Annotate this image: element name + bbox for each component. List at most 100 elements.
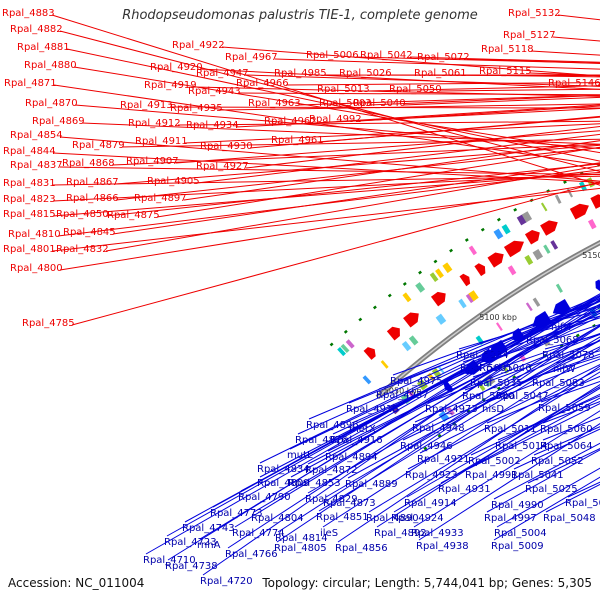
blue-gene-label: Rpal_4809 bbox=[257, 478, 310, 489]
red-leader-line bbox=[112, 162, 600, 235]
blue-leader-line bbox=[212, 294, 600, 508]
red-gene-label: Rpal_4815 bbox=[3, 209, 56, 220]
red-gene-label: Rpal_4810 bbox=[8, 229, 61, 240]
blue-leader-line bbox=[348, 300, 600, 404]
red-gene-label: Rpal_5127 bbox=[503, 30, 556, 41]
blue-gene-label: Rpal_5083 bbox=[532, 378, 585, 389]
red-gene-label: Rpal_4919 bbox=[144, 80, 197, 91]
blue-gene-label: Rpal_4890 bbox=[366, 513, 419, 524]
blue-gene-label: Rpal_5047 bbox=[496, 391, 549, 402]
blue-gene-label: Rpal_4829 bbox=[305, 494, 358, 505]
red-gene-label: Rpal_5050 bbox=[389, 84, 442, 95]
feature-block-1 bbox=[435, 313, 447, 325]
blue-leader-line bbox=[440, 397, 600, 484]
blue-gene-label: Rpal_5052 bbox=[531, 456, 584, 467]
red-gene-label: Rpal_4927 bbox=[196, 161, 249, 172]
blue-leader-line bbox=[307, 312, 600, 465]
blue-gene-label: Rpal_4834 bbox=[257, 464, 310, 475]
red-gene-label: Rpal_5040 bbox=[353, 98, 406, 109]
blue-leader-line bbox=[486, 375, 600, 424]
red-leader-line bbox=[221, 46, 600, 77]
blue-gene-label: Rpal_5011 bbox=[484, 424, 537, 435]
blue-leader-line bbox=[337, 365, 600, 543]
forward-gene-4 bbox=[459, 273, 471, 287]
red-gene-label: Rpal_4844 bbox=[3, 146, 56, 157]
red-gene-label: Rpal_5061 bbox=[414, 68, 467, 79]
feature-block-1 bbox=[550, 240, 559, 250]
feature-block-2 bbox=[555, 283, 563, 293]
feature-block-1 bbox=[458, 298, 467, 309]
blue-leader-line bbox=[308, 295, 600, 420]
red-gene-label: Rpal_4871 bbox=[4, 78, 57, 89]
blue-gene-label: Rpal_4924 bbox=[391, 513, 444, 524]
blue-gene-label: Rpal_4851 bbox=[316, 512, 369, 523]
blue-gene-label: Rpal_4872 bbox=[305, 465, 358, 476]
red-leader-line bbox=[466, 58, 600, 64]
red-leader-line bbox=[219, 103, 600, 111]
blue-leader-line bbox=[325, 336, 600, 498]
red-leader-line bbox=[156, 146, 600, 218]
blue-gene-label: Rpal_4938 bbox=[416, 541, 469, 552]
red-gene-label: Rpal_4943 bbox=[188, 86, 241, 97]
feature-block-1 bbox=[543, 244, 551, 254]
feature-block-0 bbox=[442, 262, 453, 274]
red-gene-label: Rpal_5013 bbox=[317, 84, 370, 95]
red-gene-label: Rpal_4837 bbox=[10, 160, 63, 171]
red-leader-line bbox=[463, 74, 600, 78]
red-leader-line bbox=[115, 146, 600, 201]
blue-leader-line bbox=[413, 410, 600, 528]
kbp-tick-label: 5150 kbp bbox=[582, 251, 600, 260]
red-gene-label: Rpal_5132 bbox=[508, 8, 561, 19]
feature-block-3 bbox=[596, 303, 600, 313]
blue-gene-label: nifW bbox=[553, 364, 576, 375]
red-leader-line bbox=[71, 181, 600, 326]
feature-block-0 bbox=[501, 224, 511, 235]
blue-gene-label: Rpal_4916 bbox=[330, 435, 383, 446]
blue-leader-line bbox=[406, 386, 600, 498]
red-gene-label: Rpal_5146 bbox=[548, 78, 600, 89]
red-leader-line bbox=[59, 166, 600, 176]
blue-gene-label: Rpal_4914 bbox=[404, 498, 457, 509]
kbp-tick-label: 5100 kbp bbox=[479, 313, 517, 322]
red-gene-label: Rpal_4879 bbox=[72, 140, 125, 151]
red-gene-label: Rpal_4934 bbox=[186, 120, 239, 131]
feature-block-1 bbox=[380, 360, 389, 369]
red-gene-label: Rpal_4880 bbox=[24, 60, 77, 71]
blue-leader-line bbox=[393, 387, 600, 513]
blue-leader-line bbox=[145, 321, 553, 555]
red-gene-label: Rpal_4785 bbox=[22, 318, 75, 329]
blue-gene-label: Rpal_4738 bbox=[165, 561, 218, 572]
blue-gene-label: Rpal_4720 bbox=[200, 576, 253, 587]
blue-gene-label: Rpal_5046 bbox=[479, 363, 532, 374]
red-leader-line bbox=[177, 120, 600, 126]
blue-gene-label: Rpal_4946 bbox=[400, 441, 453, 452]
red-gene-label: Rpal_4867 bbox=[66, 177, 119, 188]
kbp-tick-label: 5050 kbp bbox=[384, 387, 422, 396]
feature-block-0 bbox=[493, 228, 504, 240]
blue-leader-line bbox=[458, 306, 600, 350]
red-gene-label: Rpal_4967 bbox=[225, 52, 278, 63]
red-gene-label: Rpal_4985 bbox=[274, 68, 327, 79]
blue-leader-line bbox=[167, 305, 579, 561]
blue-gene-label: Rpal_4991 bbox=[465, 470, 518, 481]
blue-gene-label: Rpal_4997 bbox=[484, 513, 537, 524]
blue-leader-line bbox=[392, 300, 600, 376]
blue-gene-label: ileS bbox=[320, 528, 338, 539]
feature-block-0 bbox=[435, 268, 444, 279]
blue-gene-label: Rpal_4743 bbox=[182, 523, 235, 534]
blue-gene-label: Rpal_4973 bbox=[425, 404, 478, 415]
feature-block-1 bbox=[401, 340, 412, 352]
feature-block-2 bbox=[525, 302, 533, 312]
red-gene-label: Rpal_5006 bbox=[306, 50, 359, 61]
blue-gene-label: Rpal_5064 bbox=[540, 441, 593, 452]
blue-gene-label: mutL bbox=[287, 450, 313, 461]
blue-gene-label: Rpal_5059 bbox=[538, 403, 591, 414]
red-gene-label: Rpal_4866 bbox=[66, 193, 119, 204]
blue-leader-line bbox=[368, 371, 600, 513]
red-leader-line bbox=[115, 144, 600, 185]
red-gene-label: Rpal_4882 bbox=[10, 24, 63, 35]
red-gene-label: Rpal_4911 bbox=[135, 136, 188, 147]
red-gene-label: Rpal_4845 bbox=[63, 227, 116, 238]
red-gene-label: Rpal_4966 bbox=[236, 78, 289, 89]
blue-gene-label: Rpal_4923 bbox=[405, 470, 458, 481]
